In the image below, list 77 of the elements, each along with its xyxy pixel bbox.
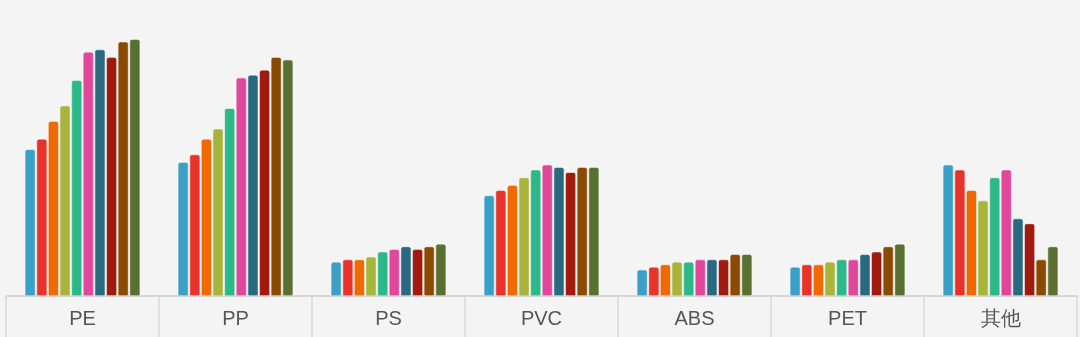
bar [943, 165, 953, 297]
bar [190, 154, 200, 297]
bar [424, 247, 434, 297]
bar [966, 190, 977, 297]
bar [707, 259, 717, 297]
bar [271, 57, 281, 297]
bar [637, 270, 647, 297]
bar [354, 259, 365, 297]
x-tick-label: PVC [520, 307, 563, 329]
bar [236, 78, 247, 297]
bar [331, 262, 341, 297]
bar [695, 259, 706, 297]
bar [825, 262, 835, 297]
bar [106, 57, 117, 297]
bar [496, 190, 506, 297]
bar [389, 249, 400, 297]
bar [565, 172, 576, 297]
bar [259, 70, 270, 297]
bar [790, 267, 800, 297]
bar [224, 108, 235, 297]
bar [589, 167, 599, 297]
bar [860, 254, 870, 297]
bar [283, 60, 293, 297]
bar [401, 247, 411, 297]
bar [1001, 170, 1012, 297]
bar [37, 139, 47, 297]
bar [71, 80, 82, 297]
bar [955, 170, 965, 297]
bar [118, 42, 128, 297]
x-tick-label: ABS [674, 307, 715, 329]
bar [366, 257, 376, 297]
bar [412, 249, 423, 297]
bar [718, 259, 729, 297]
bar [83, 52, 94, 297]
bar [895, 244, 905, 297]
x-tick-label: PP [222, 307, 249, 329]
bar [201, 139, 212, 297]
bar [95, 49, 105, 297]
bar [813, 265, 824, 297]
bar [519, 177, 529, 297]
bar [730, 254, 740, 297]
bar [554, 167, 564, 297]
bar [542, 165, 553, 297]
bar [683, 262, 694, 297]
x-tick-label: PS [375, 307, 402, 329]
bar [48, 121, 59, 297]
bar [978, 201, 988, 297]
bar [25, 149, 35, 297]
bar [871, 252, 882, 297]
bar [377, 252, 388, 297]
bar [989, 177, 1000, 297]
bar [848, 259, 859, 297]
bar [1013, 218, 1023, 297]
bar [1024, 224, 1035, 297]
bar [660, 265, 671, 297]
bar [248, 75, 258, 297]
bar [672, 262, 682, 297]
x-tick-label: PE [69, 307, 96, 329]
bar [484, 195, 494, 297]
bar [649, 267, 659, 297]
bar [213, 129, 223, 297]
bar [343, 259, 353, 297]
x-tick-label: 其他 [980, 307, 1021, 329]
bar [883, 247, 893, 297]
bar [836, 259, 847, 297]
bar [530, 170, 541, 297]
bar [577, 167, 587, 297]
bar [802, 265, 812, 297]
bar [1036, 259, 1046, 297]
bar [60, 106, 70, 297]
x-tick-label: PET [828, 307, 867, 329]
bar [436, 244, 446, 297]
bar [507, 185, 518, 297]
bar [178, 162, 188, 297]
bar [1048, 247, 1058, 297]
bar [742, 254, 752, 297]
bar [130, 39, 140, 297]
